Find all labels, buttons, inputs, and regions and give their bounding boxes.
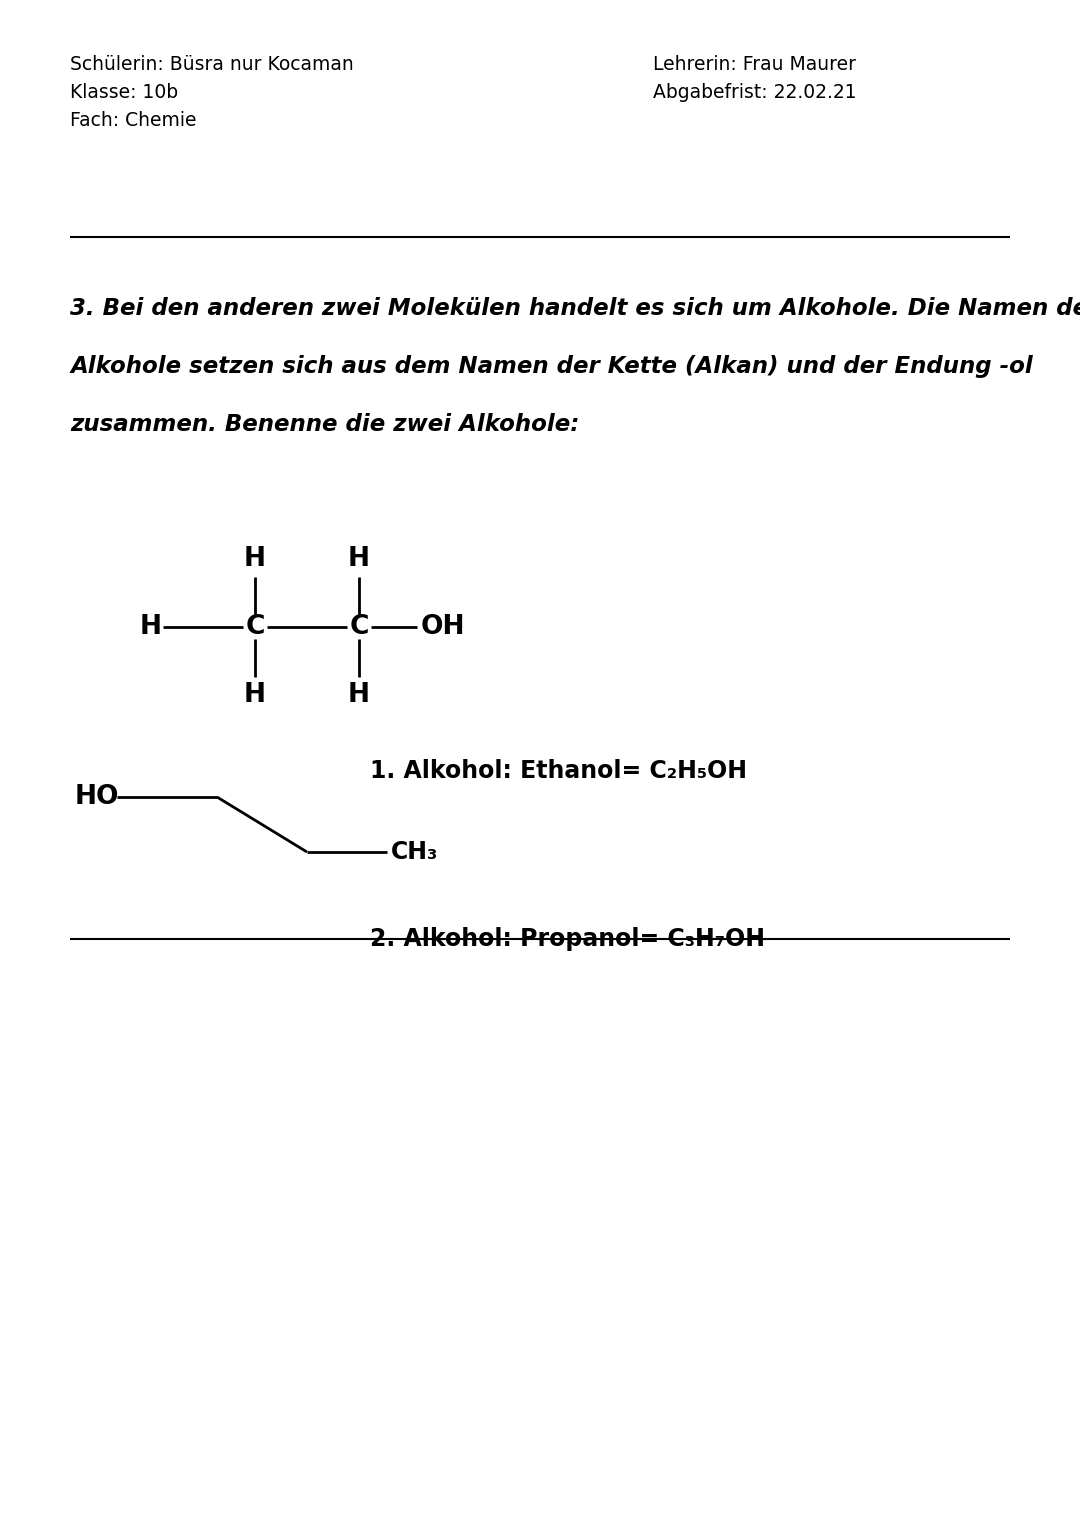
Text: HO: HO <box>75 783 120 809</box>
Text: Lehrerin: Frau Maurer: Lehrerin: Frau Maurer <box>653 55 856 73</box>
Text: CH₃: CH₃ <box>391 840 438 864</box>
Text: OH: OH <box>421 614 465 640</box>
Text: H: H <box>348 683 370 709</box>
Text: 2. Alkohol: Propanol= C₃H₇OH: 2. Alkohol: Propanol= C₃H₇OH <box>370 927 765 951</box>
Text: Alkohole setzen sich aus dem Namen der Kette (Alkan) und der Endung -ol: Alkohole setzen sich aus dem Namen der K… <box>70 354 1032 377</box>
Text: H: H <box>140 614 162 640</box>
Text: 1. Alkohol: Ethanol= C₂H₅OH: 1. Alkohol: Ethanol= C₂H₅OH <box>370 759 747 783</box>
Text: Fach: Chemie: Fach: Chemie <box>70 111 197 130</box>
Text: Schülerin: Büsra nur Kocaman: Schülerin: Büsra nur Kocaman <box>70 55 354 73</box>
Text: C: C <box>349 614 368 640</box>
Text: H: H <box>348 547 370 573</box>
Text: C: C <box>245 614 265 640</box>
Text: Klasse: 10b: Klasse: 10b <box>70 82 178 102</box>
Text: 3. Bei den anderen zwei Molekülen handelt es sich um Alkohole. Die Namen der: 3. Bei den anderen zwei Molekülen handel… <box>70 296 1080 319</box>
Text: Abgabefrist: 22.02.21: Abgabefrist: 22.02.21 <box>653 82 858 102</box>
Text: H: H <box>244 683 266 709</box>
Text: zusammen. Benenne die zwei Alkohole:: zusammen. Benenne die zwei Alkohole: <box>70 412 580 435</box>
Text: H: H <box>244 547 266 573</box>
